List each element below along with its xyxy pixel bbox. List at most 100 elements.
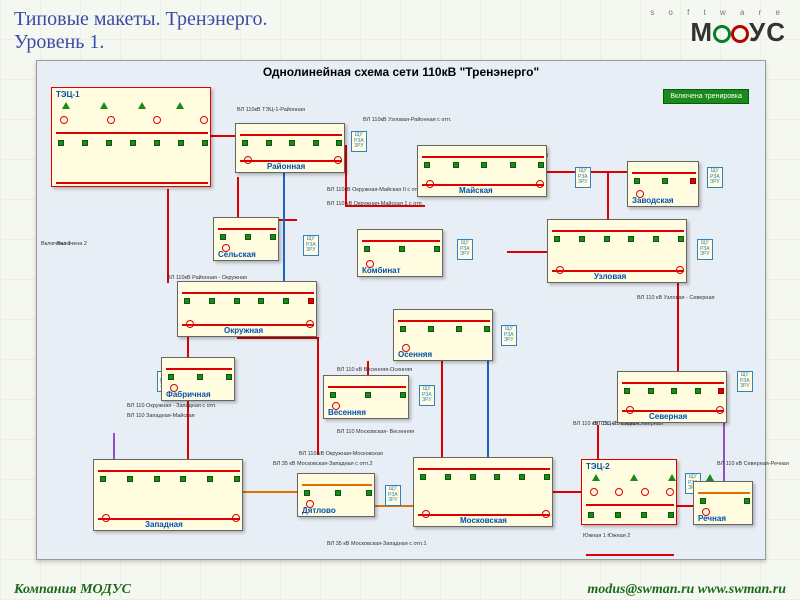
breaker-switch[interactable] — [308, 298, 314, 304]
station-selskaya[interactable]: Сельская — [213, 217, 279, 261]
breaker-switch[interactable] — [744, 498, 750, 504]
breaker-switch[interactable] — [554, 236, 560, 242]
breaker-switch[interactable] — [662, 178, 668, 184]
breaker-switch[interactable] — [678, 236, 684, 242]
station-vesennyaya[interactable]: Весенняя — [323, 375, 409, 419]
breaker-switch[interactable] — [202, 140, 208, 146]
relay-panel[interactable]: ЩУРЗАЗРУ — [419, 385, 435, 406]
station-rechnaya[interactable]: Речная — [693, 481, 753, 525]
breaker-switch[interactable] — [400, 392, 406, 398]
breaker-switch[interactable] — [207, 476, 213, 482]
breaker-switch[interactable] — [168, 374, 174, 380]
station-osennyaya[interactable]: Осенняя — [393, 309, 493, 361]
relay-panel[interactable]: ЩУРЗАЗРУ — [697, 239, 713, 260]
breaker-switch[interactable] — [481, 162, 487, 168]
station-uzlovaya[interactable]: Узловая — [547, 219, 687, 283]
breaker-switch[interactable] — [209, 298, 215, 304]
station-zavodskaya[interactable]: Заводская — [627, 161, 699, 207]
station-moskov[interactable]: Московская — [413, 457, 553, 527]
breaker-switch[interactable] — [671, 388, 677, 394]
breaker-switch[interactable] — [653, 236, 659, 242]
station-tec1[interactable]: ТЭЦ-1 — [51, 87, 211, 187]
breaker-switch[interactable] — [510, 162, 516, 168]
breaker-switch[interactable] — [154, 140, 160, 146]
breaker-switch[interactable] — [82, 140, 88, 146]
breaker-switch[interactable] — [258, 298, 264, 304]
breaker-switch[interactable] — [604, 236, 610, 242]
breaker-switch[interactable] — [270, 234, 276, 240]
station-fabrichnaya[interactable]: Фабричная — [161, 357, 235, 401]
breaker-switch[interactable] — [690, 178, 696, 184]
breaker-switch[interactable] — [668, 512, 674, 518]
relay-panel[interactable]: ЩУРЗАЗРУ — [385, 485, 401, 506]
breaker-switch[interactable] — [695, 388, 701, 394]
breaker-switch[interactable] — [588, 512, 594, 518]
station-dyatlovo[interactable]: Дятлово — [297, 473, 375, 517]
relay-panel[interactable]: ЩУРЗАЗРУ — [707, 167, 723, 188]
station-tec2[interactable]: ТЭЦ-2 — [581, 459, 677, 525]
breaker-switch[interactable] — [579, 236, 585, 242]
breaker-switch[interactable] — [366, 490, 372, 496]
station-kombinat[interactable]: Комбинат — [357, 229, 443, 277]
breaker-switch[interactable] — [700, 498, 706, 504]
breaker-switch[interactable] — [624, 388, 630, 394]
breaker-switch[interactable] — [100, 476, 106, 482]
relay-panel[interactable]: ЩУРЗАЗРУ — [351, 131, 367, 152]
breaker-switch[interactable] — [178, 140, 184, 146]
station-mayskaya[interactable]: Майская — [417, 145, 547, 197]
breaker-switch[interactable] — [234, 476, 240, 482]
breaker-switch[interactable] — [364, 246, 370, 252]
breaker-switch[interactable] — [445, 474, 451, 480]
breaker-switch[interactable] — [184, 298, 190, 304]
station-rayonnaya[interactable]: Районная — [235, 123, 345, 173]
station-zapadnaya[interactable]: Западная — [93, 459, 243, 531]
breaker-switch[interactable] — [484, 326, 490, 332]
breaker-switch[interactable] — [266, 140, 272, 146]
breaker-switch[interactable] — [494, 474, 500, 480]
breaker-switch[interactable] — [242, 140, 248, 146]
breaker-switch[interactable] — [106, 140, 112, 146]
network-diagram[interactable]: Однолинейная схема сети 110кВ "Тренэнерг… — [36, 60, 766, 560]
breaker-switch[interactable] — [336, 140, 342, 146]
breaker-switch[interactable] — [434, 246, 440, 252]
breaker-switch[interactable] — [365, 392, 371, 398]
relay-panel[interactable]: ЩУРЗАЗРУ — [457, 239, 473, 260]
breaker-switch[interactable] — [628, 236, 634, 242]
breaker-switch[interactable] — [420, 474, 426, 480]
breaker-switch[interactable] — [648, 388, 654, 394]
breaker-switch[interactable] — [234, 298, 240, 304]
breaker-switch[interactable] — [58, 140, 64, 146]
breaker-switch[interactable] — [154, 476, 160, 482]
breaker-switch[interactable] — [519, 474, 525, 480]
breaker-switch[interactable] — [428, 326, 434, 332]
breaker-switch[interactable] — [470, 474, 476, 480]
breaker-switch[interactable] — [400, 326, 406, 332]
breaker-switch[interactable] — [399, 246, 405, 252]
relay-panel[interactable]: ЩУРЗАЗРУ — [501, 325, 517, 346]
breaker-switch[interactable] — [226, 374, 232, 380]
station-okruzhnaya[interactable]: Окружная — [177, 281, 317, 337]
breaker-switch[interactable] — [283, 298, 289, 304]
breaker-switch[interactable] — [245, 234, 251, 240]
breaker-switch[interactable] — [456, 326, 462, 332]
station-severnaya[interactable]: Северная — [617, 371, 727, 423]
relay-panel[interactable]: ЩУРЗАЗРУ — [737, 371, 753, 392]
breaker-switch[interactable] — [424, 162, 430, 168]
breaker-switch[interactable] — [127, 476, 133, 482]
breaker-switch[interactable] — [634, 178, 640, 184]
breaker-switch[interactable] — [180, 476, 186, 482]
breaker-switch[interactable] — [289, 140, 295, 146]
breaker-switch[interactable] — [544, 474, 550, 480]
breaker-switch[interactable] — [330, 392, 336, 398]
training-status-button[interactable]: Включена тренировка — [663, 89, 749, 104]
breaker-switch[interactable] — [615, 512, 621, 518]
breaker-switch[interactable] — [304, 490, 310, 496]
breaker-switch[interactable] — [335, 490, 341, 496]
breaker-switch[interactable] — [313, 140, 319, 146]
breaker-switch[interactable] — [453, 162, 459, 168]
breaker-switch[interactable] — [130, 140, 136, 146]
breaker-switch[interactable] — [641, 512, 647, 518]
relay-panel[interactable]: ЩУРЗАЗРУ — [303, 235, 319, 256]
relay-panel[interactable]: ЩУРЗАЗРУ — [575, 167, 591, 188]
breaker-switch[interactable] — [718, 388, 724, 394]
